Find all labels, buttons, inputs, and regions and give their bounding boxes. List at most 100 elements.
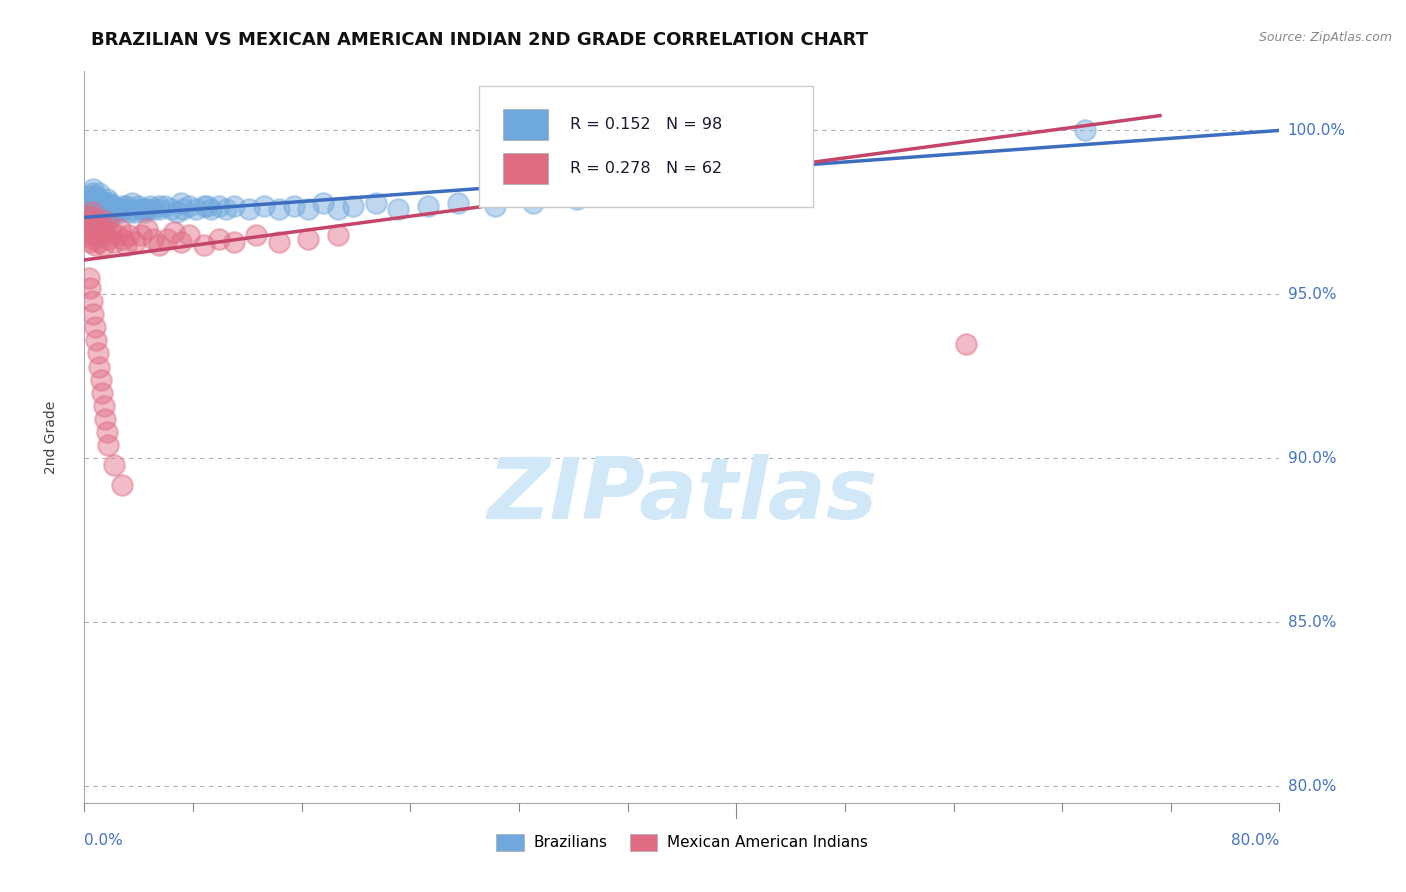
Point (195, 199, 218, 213)
Text: 100.0%: 100.0% (1288, 123, 1346, 138)
Point (94, 209, 117, 223)
Point (110, 205, 132, 219)
Point (148, 199, 170, 213)
Point (163, 225, 186, 239)
Point (283, 199, 305, 213)
Point (110, 222, 132, 236)
Point (82, 307, 104, 321)
Point (121, 202, 143, 216)
Point (522, 195, 544, 210)
Point (89, 199, 111, 213)
Text: 90.0%: 90.0% (1288, 450, 1336, 466)
Point (83, 205, 105, 219)
Text: 80.0%: 80.0% (1288, 779, 1336, 794)
Point (91, 219, 114, 233)
Point (238, 202, 260, 216)
Point (136, 202, 159, 216)
Point (222, 235, 245, 249)
Point (97, 195, 120, 210)
Point (76, 222, 98, 236)
Point (297, 232, 319, 246)
Point (90, 211, 112, 226)
Point (100, 209, 122, 223)
Point (172, 202, 194, 216)
Point (83, 202, 105, 216)
Point (105, 228, 128, 243)
Point (86, 189, 108, 203)
Text: 2nd Grade: 2nd Grade (44, 401, 58, 474)
Text: 85.0%: 85.0% (1288, 615, 1336, 630)
Point (77, 209, 100, 223)
Point (80, 293, 103, 308)
Point (93, 195, 115, 210)
Point (177, 228, 200, 243)
Text: 0.0%: 0.0% (84, 833, 124, 848)
Point (97, 205, 120, 219)
Point (148, 202, 170, 216)
Point (94, 412, 117, 426)
Point (98, 195, 121, 210)
Text: BRAZILIAN VS MEXICAN AMERICAN INDIAN 2ND GRADE CORRELATION CHART: BRAZILIAN VS MEXICAN AMERICAN INDIAN 2ND… (91, 31, 869, 49)
Point (82, 182, 104, 196)
Point (103, 458, 125, 472)
Point (139, 199, 162, 213)
Point (86, 334, 108, 348)
Point (87, 202, 110, 216)
Point (77, 209, 100, 223)
Point (86, 195, 108, 210)
Point (1074, 123, 1097, 137)
Point (170, 235, 193, 249)
Point (208, 232, 231, 246)
Point (447, 195, 470, 210)
Point (132, 202, 156, 216)
Text: R = 0.278   N = 62: R = 0.278 N = 62 (569, 161, 721, 176)
Point (94, 205, 117, 219)
Point (100, 225, 122, 239)
Point (89, 199, 111, 213)
FancyBboxPatch shape (479, 86, 814, 207)
Point (75, 202, 97, 216)
Point (96, 425, 118, 439)
Point (208, 199, 231, 213)
Point (103, 235, 125, 249)
Text: R = 0.152   N = 98: R = 0.152 N = 98 (569, 117, 721, 132)
Point (267, 235, 290, 249)
Point (112, 232, 135, 246)
Point (112, 199, 135, 213)
Point (80, 186, 103, 200)
Point (118, 205, 141, 219)
Point (82, 199, 104, 213)
Point (253, 199, 276, 213)
Point (297, 202, 319, 216)
Point (170, 195, 193, 210)
Point (155, 232, 177, 246)
Point (90, 228, 112, 243)
Legend: Brazilians, Mexican American Indians: Brazilians, Mexican American Indians (491, 828, 873, 857)
Point (91, 385, 114, 400)
Point (77, 228, 100, 243)
Point (87, 205, 110, 219)
Point (97, 438, 120, 452)
Text: 80.0%: 80.0% (1232, 833, 1279, 848)
Point (96, 215, 118, 229)
Point (567, 192, 589, 206)
Point (193, 199, 215, 213)
Point (955, 336, 977, 351)
Point (80, 205, 103, 219)
Point (83, 238, 105, 252)
Point (105, 202, 128, 216)
Point (96, 202, 118, 216)
Point (121, 195, 143, 210)
Point (328, 202, 350, 216)
Point (79, 211, 101, 226)
Point (90, 202, 112, 216)
Point (87, 222, 110, 236)
Point (91, 202, 114, 216)
Point (80, 202, 103, 216)
Point (91, 195, 114, 210)
Point (89, 211, 111, 226)
Text: Source: ZipAtlas.com: Source: ZipAtlas.com (1258, 31, 1392, 45)
Point (267, 202, 290, 216)
Point (342, 199, 364, 213)
Point (97, 202, 120, 216)
